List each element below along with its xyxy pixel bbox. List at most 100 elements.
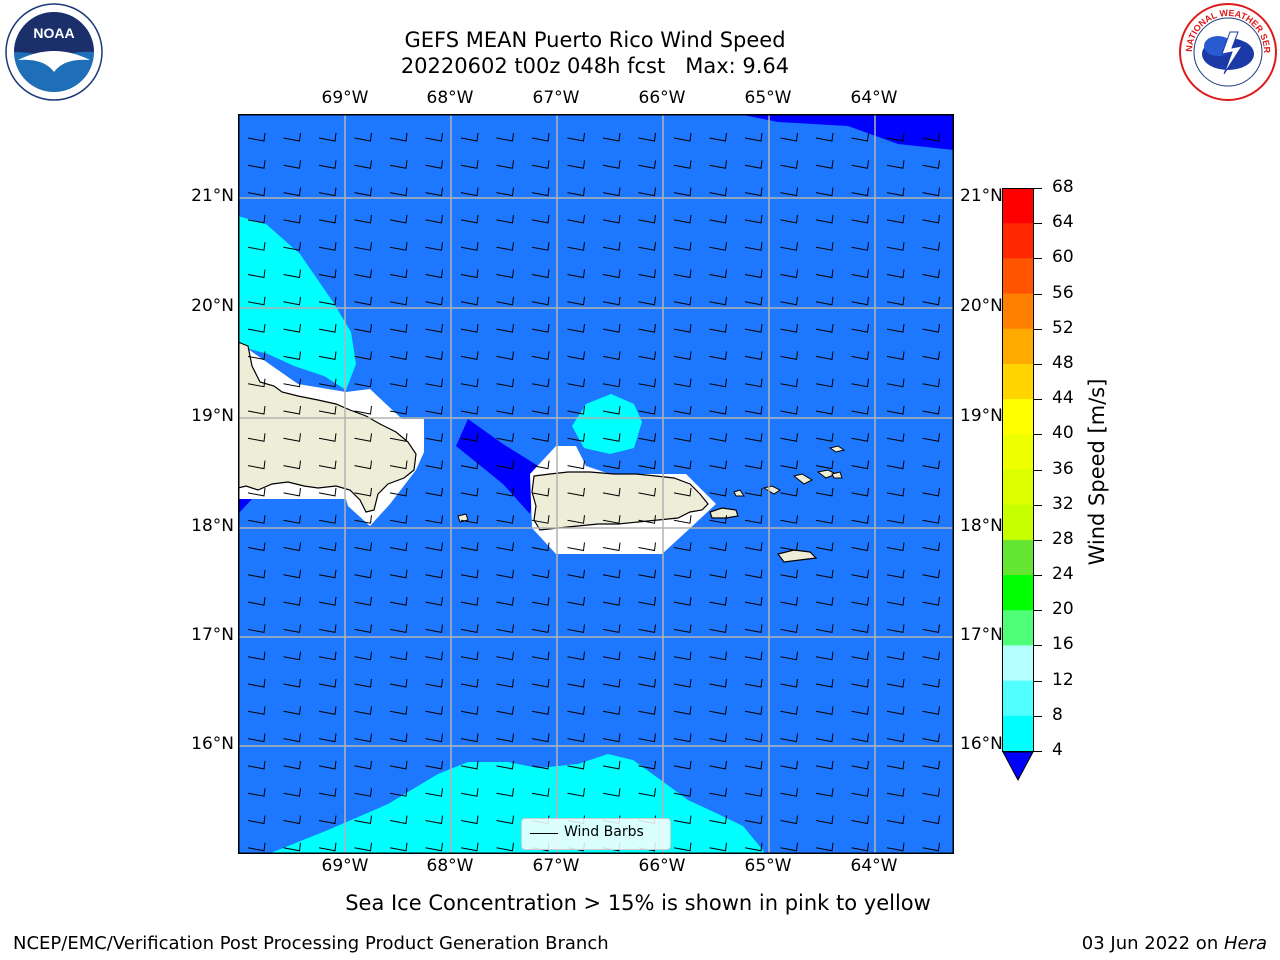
wind-barb xyxy=(886,706,905,715)
wind-barb xyxy=(851,433,869,442)
wind-barb xyxy=(815,651,834,661)
wind-barb xyxy=(851,296,869,306)
wind-barb xyxy=(567,351,585,360)
wind-barb xyxy=(496,733,514,743)
wind-barb xyxy=(567,487,585,497)
wind-barb xyxy=(780,378,798,388)
strong-wind-region-north-pr xyxy=(572,394,642,454)
wind-barb xyxy=(709,214,727,224)
wind-barb xyxy=(886,242,905,251)
wind-barb xyxy=(673,788,692,797)
wind-barb xyxy=(780,187,798,197)
wind-barb xyxy=(780,324,798,333)
wind-barb xyxy=(460,132,479,142)
wind-barb xyxy=(673,378,692,388)
wind-barb xyxy=(283,160,301,169)
wind-barb xyxy=(318,405,337,415)
wind-barb xyxy=(389,378,408,388)
wind-barb xyxy=(602,733,621,743)
wind-barb xyxy=(354,760,372,770)
wind-barb xyxy=(638,351,656,360)
wind-barb xyxy=(744,242,763,251)
wind-barb xyxy=(531,651,550,661)
wind-barb xyxy=(389,678,408,688)
colorbar-tick-mark xyxy=(1034,399,1042,401)
wind-barb xyxy=(815,597,834,606)
wind-barb xyxy=(389,815,408,825)
wind-barb xyxy=(531,132,550,142)
wind-barb xyxy=(354,433,372,442)
wind-barb xyxy=(389,242,408,251)
wind-barb xyxy=(496,542,514,552)
wind-barb xyxy=(851,815,869,825)
wind-barb xyxy=(531,788,550,797)
wind-barb xyxy=(638,760,656,770)
wind-barb xyxy=(922,678,940,688)
map-panel: Wind Barbs xyxy=(238,114,954,854)
wind-barb xyxy=(602,624,621,633)
wind-barb xyxy=(389,487,408,497)
wind-barb xyxy=(460,760,479,770)
wind-barb xyxy=(709,515,727,524)
wind-barb xyxy=(283,378,301,388)
colorbar-tick-mark xyxy=(1034,223,1042,225)
wind-barb xyxy=(673,242,692,251)
wind-barb xyxy=(425,515,443,524)
wind-barb xyxy=(460,460,479,470)
wind-barb xyxy=(460,378,479,388)
footer-machine: Hera xyxy=(1223,933,1267,954)
wind-barb xyxy=(496,296,514,306)
wind-barb xyxy=(673,214,692,224)
wind-barb xyxy=(460,651,479,661)
wind-barb xyxy=(744,269,763,279)
wind-barb xyxy=(602,597,621,606)
wind-barb xyxy=(567,542,585,552)
wind-barb xyxy=(744,487,763,497)
wind-barb xyxy=(709,296,727,306)
wind-barb xyxy=(709,678,727,688)
wind-barb xyxy=(389,269,408,279)
wind-barb xyxy=(886,487,905,497)
wind-barb xyxy=(318,569,337,579)
wind-barb xyxy=(567,405,585,415)
wind-barb xyxy=(567,788,585,797)
wind-barb xyxy=(780,815,798,825)
wind-barb xyxy=(318,706,337,715)
wind-barb xyxy=(744,187,763,197)
wind-barb xyxy=(460,187,479,197)
wind-barb xyxy=(354,132,372,142)
colorbar-label: Wind Speed [m/s] xyxy=(1085,378,1109,566)
colorbar-tick-mark xyxy=(1034,258,1042,260)
wind-barb xyxy=(922,569,940,579)
wind-barb xyxy=(496,706,514,715)
wind-barb xyxy=(389,187,408,197)
colorbar-tick-label: 4 xyxy=(1052,740,1063,760)
wind-barb xyxy=(673,678,692,688)
wind-barb xyxy=(389,624,408,633)
wind-barb xyxy=(567,187,585,197)
wind-barb xyxy=(744,842,763,852)
wind-barb xyxy=(602,187,621,197)
colorbar-tick-mark xyxy=(1034,539,1042,541)
wind-barb xyxy=(886,760,905,770)
wind-barb xyxy=(354,160,372,169)
wind-barb xyxy=(638,788,656,797)
wind-barb xyxy=(425,405,443,415)
wind-barb xyxy=(886,460,905,470)
wind-barb xyxy=(247,815,266,825)
wind-barb xyxy=(744,678,763,688)
wind-barb xyxy=(318,760,337,770)
wind-barb xyxy=(247,651,266,661)
colorbar-segment xyxy=(1002,645,1034,682)
wind-barb xyxy=(851,597,869,606)
colorbar-tick-label: 12 xyxy=(1052,669,1074,690)
wind-barb xyxy=(283,242,301,251)
wind-barb xyxy=(389,324,408,333)
wind-barb xyxy=(567,132,585,142)
wind-barb xyxy=(815,842,834,852)
wind-barb xyxy=(496,132,514,142)
wind-barb xyxy=(815,542,834,552)
wind-barb xyxy=(780,433,798,442)
colorbar-tick-label: 28 xyxy=(1052,528,1074,549)
lat-label-right: 18°N xyxy=(960,516,1003,536)
